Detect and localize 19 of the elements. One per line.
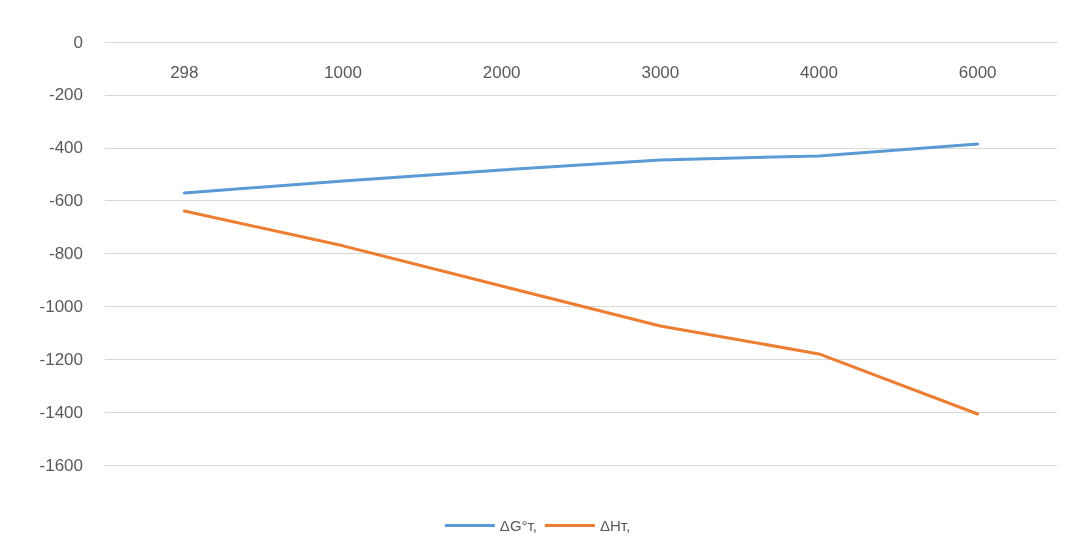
y-tick-label: -600 <box>48 191 83 211</box>
x-tick-label: 298 <box>170 63 199 82</box>
legend-label: ΔG°т, <box>499 517 537 534</box>
y-tick-label: -800 <box>48 244 83 263</box>
y-tick-label: -1600 <box>39 455 83 475</box>
x-tick-label: 4000 <box>800 63 838 82</box>
legend-label: ΔHт, <box>599 517 631 534</box>
y-tick-label: -400 <box>48 138 83 158</box>
x-tick-label: 1000 <box>324 63 362 82</box>
line-series <box>182 142 980 195</box>
y-tick-label: -1200 <box>39 349 83 369</box>
y-tick-label: 0 <box>73 32 83 52</box>
y-tick-label: -200 <box>48 85 83 105</box>
y-tick-label: -1400 <box>39 402 83 422</box>
x-tick-label: 6000 <box>958 63 997 82</box>
y-tick-label: -1000 <box>39 296 83 316</box>
x-tick-label: 3000 <box>641 63 680 82</box>
x-tick-label: 2000 <box>482 63 521 82</box>
line-series <box>182 209 980 416</box>
